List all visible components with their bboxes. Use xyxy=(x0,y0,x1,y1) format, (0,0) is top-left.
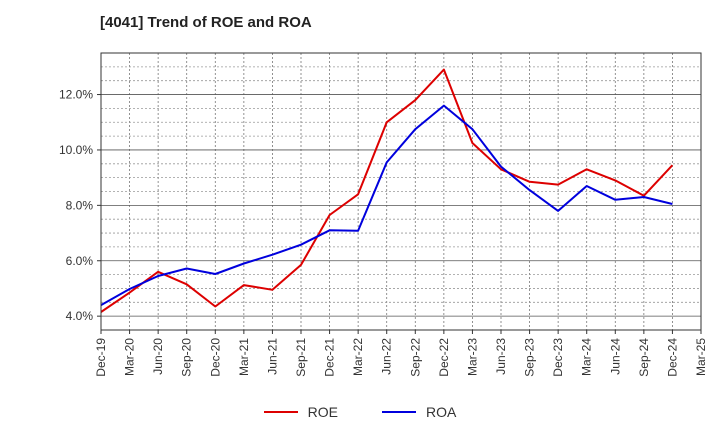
x-tick-label: Sep-20 xyxy=(180,338,194,377)
y-tick-label: 8.0% xyxy=(66,198,94,212)
legend-label-roe: ROE xyxy=(307,404,338,420)
legend-item-roa: ROA xyxy=(382,404,456,420)
y-tick-label: 12.0% xyxy=(59,88,93,102)
x-tick-label: Mar-21 xyxy=(237,338,251,376)
legend-swatch-roe xyxy=(263,411,298,413)
x-tick-label: Dec-21 xyxy=(323,338,337,377)
x-tick-label: Mar-22 xyxy=(351,338,365,376)
x-tick-label: Dec-23 xyxy=(551,338,565,377)
y-tick-label: 4.0% xyxy=(66,309,94,323)
x-tick-label: Sep-22 xyxy=(408,338,422,377)
chart-title: [4041] Trend of ROE and ROA xyxy=(100,14,312,31)
x-tick-label: Mar-20 xyxy=(123,338,137,376)
y-tick-label: 10.0% xyxy=(59,143,93,157)
x-tick-label: Mar-25 xyxy=(694,338,708,376)
x-tick-label: Mar-23 xyxy=(465,338,479,376)
plot-border xyxy=(100,52,702,331)
x-tick-label: Jun-20 xyxy=(151,338,165,375)
x-tick-label: Dec-24 xyxy=(665,338,679,377)
x-tick-label: Sep-24 xyxy=(637,338,651,377)
x-tick-label: Jun-23 xyxy=(494,338,508,375)
legend-item-roe: ROE xyxy=(263,404,338,420)
x-tick-label: Mar-24 xyxy=(580,338,594,376)
x-tick-label: Jun-24 xyxy=(608,338,622,375)
x-tick-label: Sep-21 xyxy=(294,338,308,377)
legend: ROE ROA xyxy=(0,404,720,420)
series-line-roa xyxy=(100,104,673,306)
x-tick-label: Sep-23 xyxy=(523,338,537,377)
x-tick-label: Jun-22 xyxy=(380,338,394,375)
legend-swatch-roa xyxy=(382,411,416,413)
series-line-roe xyxy=(100,68,674,313)
x-tick-label: Dec-19 xyxy=(94,338,108,377)
x-tick-label: Dec-22 xyxy=(437,338,451,377)
x-tick-label: Dec-20 xyxy=(208,338,222,377)
y-tick-label: 6.0% xyxy=(66,254,94,268)
legend-label-roa: ROA xyxy=(426,404,457,420)
x-tick-label: Jun-21 xyxy=(265,338,279,375)
